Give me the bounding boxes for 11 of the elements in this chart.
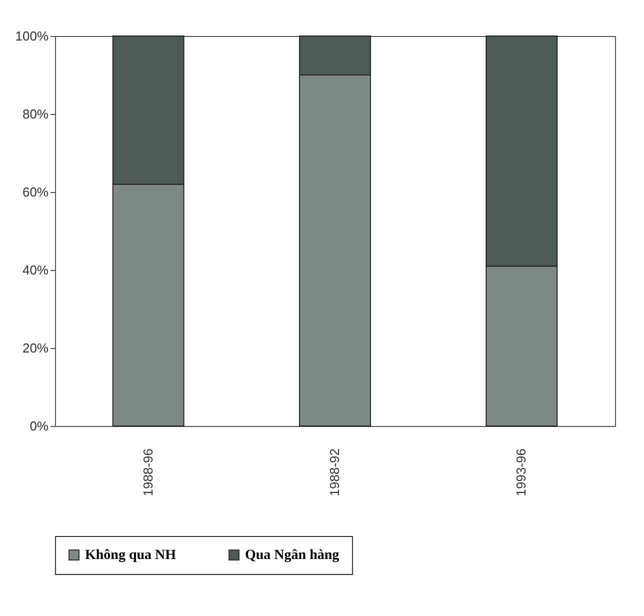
legend-label: Qua Ngân hàng xyxy=(245,548,340,563)
x-tick-label: 1988-96 xyxy=(140,448,156,496)
y-tick-label: 20% xyxy=(22,340,49,356)
y-tick-label: 80% xyxy=(22,106,49,122)
x-tick-label: 1993-96 xyxy=(514,448,529,496)
y-tick-label: 60% xyxy=(22,184,49,200)
y-tick-label: 100% xyxy=(15,28,49,44)
y-tick-label: 0% xyxy=(30,418,49,434)
x-tick-label: 1988-92 xyxy=(327,448,342,496)
y-tick-label: 40% xyxy=(22,262,49,278)
legend-label: Không qua NH xyxy=(85,548,176,563)
